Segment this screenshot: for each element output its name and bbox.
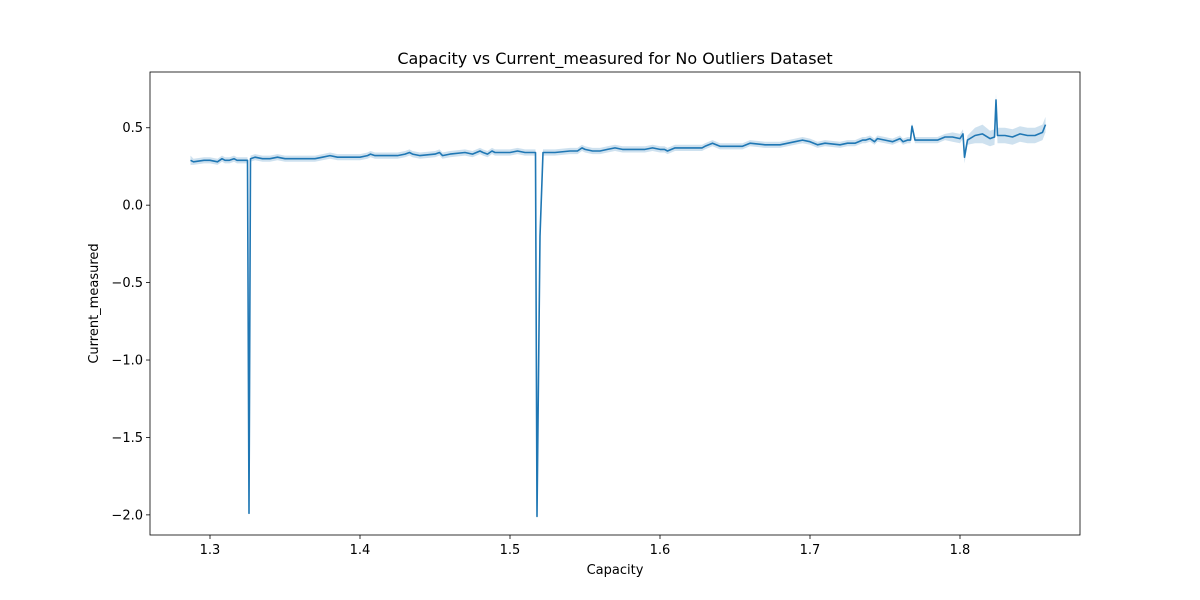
y-tick-label: −0.5 xyxy=(111,276,143,291)
y-axis-label: Current_measured xyxy=(87,243,102,363)
plot-frame xyxy=(149,71,1081,536)
series-line xyxy=(190,99,1047,518)
y-tick-label: 0.5 xyxy=(122,121,143,136)
x-tick-label: 1.8 xyxy=(950,543,971,558)
x-tick-label: 1.5 xyxy=(500,543,521,558)
plot-area xyxy=(190,93,1047,520)
series-confidence-band xyxy=(190,93,1046,520)
x-tick-label: 1.6 xyxy=(650,543,671,558)
x-axis: 1.3 1.4 1.5 1.6 1.7 1.8 xyxy=(200,535,971,558)
y-tick-label: −1.5 xyxy=(111,431,143,446)
y-tick-label: 0.0 xyxy=(122,199,143,214)
x-tick-label: 1.4 xyxy=(350,543,371,558)
x-tick-label: 1.3 xyxy=(200,543,221,558)
y-tick-label: −1.0 xyxy=(111,354,143,369)
y-tick-label: −2.0 xyxy=(111,508,143,523)
y-axis: 0.5 0.0 −0.5 −1.0 −1.5 −2.0 xyxy=(111,121,150,523)
x-axis-label: Capacity xyxy=(587,563,644,578)
chart-title: Capacity vs Current_measured for No Outl… xyxy=(397,49,832,69)
x-tick-label: 1.7 xyxy=(800,543,821,558)
